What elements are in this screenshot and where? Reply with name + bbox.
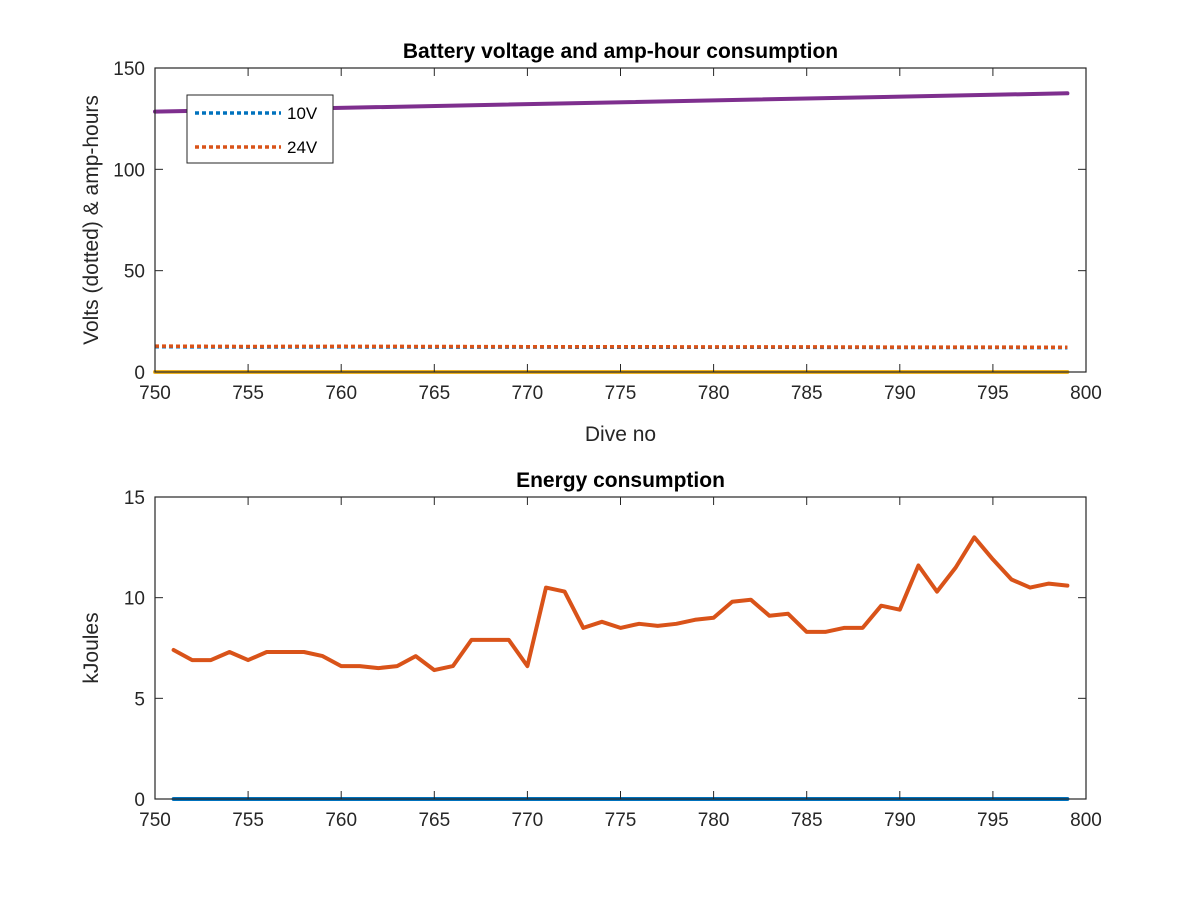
- energy-x-tick-label: 755: [232, 810, 264, 831]
- battery-x-axis-label: Dive no: [585, 423, 656, 446]
- legend-box: [186, 94, 334, 164]
- energy-y-tick-label: 0: [134, 790, 145, 811]
- battery-y-axis-label: Volts (dotted) & amp-hours: [80, 95, 103, 345]
- energy-x-tick-label: 800: [1070, 810, 1102, 831]
- energy-chart-title: Energy consumption: [516, 469, 725, 492]
- energy-x-tick-label: 770: [512, 810, 544, 831]
- battery-x-tick-label: 750: [139, 383, 171, 404]
- battery-voltage-axes: 750 755 760 765 770 775 780 785 790 795 800 0 50 100 1…: [80, 40, 1102, 446]
- battery-y-tick-label: 50: [124, 262, 145, 283]
- energy-y-axis-label: kJoules: [80, 612, 103, 683]
- battery-y-tick-label: 0: [134, 363, 145, 384]
- legend-entry-10v: 10V: [287, 104, 318, 123]
- energy-x-tick-label: 795: [977, 810, 1009, 831]
- energy-x-tick-label: 780: [698, 810, 730, 831]
- battery-legend: 10V 24V: [186, 94, 334, 164]
- battery-x-tick-label: 770: [512, 383, 544, 404]
- energy-y-tick-label: 5: [134, 689, 145, 710]
- energy-x-tick-label: 765: [418, 810, 450, 831]
- battery-y-tick-label: 150: [113, 59, 145, 80]
- battery-x-tick-label: 790: [884, 383, 916, 404]
- energy-y-tick-label: 10: [124, 589, 145, 610]
- battery-x-tick-label: 765: [418, 383, 450, 404]
- battery-x-tick-label: 780: [698, 383, 730, 404]
- energy-ticks: 750 755 760 765 770 775 780 785 790 795 800 0 5 10 15: [124, 488, 1102, 831]
- energy-x-tick-label: 785: [791, 810, 823, 831]
- battery-ticks: 750 755 760 765 770 775 780 785 790 795 800 0 50 100 1…: [113, 59, 1102, 404]
- battery-x-tick-label: 785: [791, 383, 823, 404]
- legend-entry-24v: 24V: [287, 138, 318, 157]
- energy-consumption-axes: 750 755 760 765 770 775 780 785 790 795 800051015 …: [80, 469, 1102, 831]
- energy-y-tick-label: 15: [124, 488, 145, 509]
- energy-series-line-1: [171, 535, 1070, 673]
- battery-y-tick-label: 100: [113, 160, 145, 181]
- energy-x-tick-label: 790: [884, 810, 916, 831]
- energy-x-tick-label: 760: [325, 810, 357, 831]
- energy-x-tick-label: 750: [139, 810, 171, 831]
- battery-x-tick-label: 775: [605, 383, 637, 404]
- energy-x-tick-label: 775: [605, 810, 637, 831]
- battery-chart-title: Battery voltage and amp-hour consumption: [403, 40, 838, 63]
- battery-x-tick-label: 760: [325, 383, 357, 404]
- battery-x-tick-label: 795: [977, 383, 1009, 404]
- battery-x-tick-label: 800: [1070, 383, 1102, 404]
- battery-series-line-1: [154, 344, 1068, 350]
- battery-x-tick-label: 755: [232, 383, 264, 404]
